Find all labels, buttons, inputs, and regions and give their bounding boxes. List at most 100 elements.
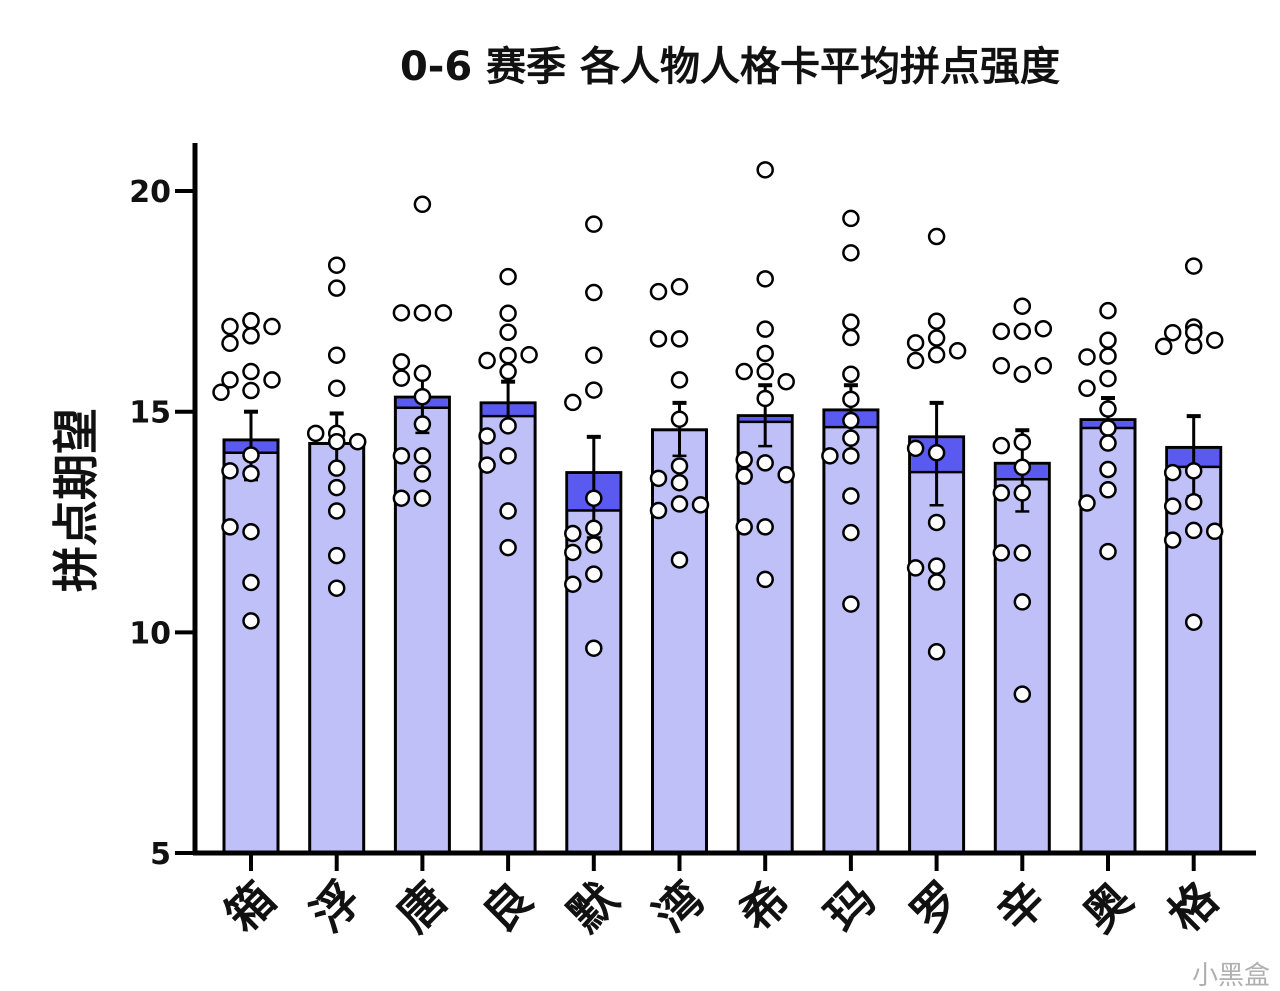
data-point (670, 495, 689, 513)
data-point (499, 538, 517, 557)
data-point (327, 256, 346, 274)
data-point (1013, 433, 1032, 451)
data-point (649, 501, 668, 520)
data-point (221, 334, 239, 353)
bar-group (1154, 257, 1224, 855)
bar-group (478, 267, 538, 855)
plot-area (212, 161, 1224, 855)
data-point (1184, 257, 1203, 275)
data-point (585, 536, 603, 554)
data-point (1034, 319, 1053, 338)
data-point (585, 639, 603, 657)
data-point (499, 417, 517, 435)
data-point (992, 484, 1011, 502)
data-point (392, 489, 411, 507)
data-point (413, 304, 432, 322)
data-point (242, 573, 260, 592)
data-point (306, 424, 325, 443)
x-tick-label: 箱 (215, 871, 286, 942)
x-tick-label: 格 (1158, 871, 1229, 942)
bar (1165, 445, 1223, 855)
data-point (263, 371, 281, 389)
bar-group (1078, 301, 1137, 855)
data-point (1099, 419, 1117, 437)
data-point (327, 502, 346, 520)
data-point (1099, 400, 1117, 418)
data-point (212, 383, 230, 402)
bar-group (906, 227, 967, 855)
data-point (1205, 522, 1224, 541)
bar (651, 428, 708, 855)
data-point (1013, 297, 1032, 315)
data-point (670, 457, 689, 475)
data-point (478, 456, 496, 474)
bar-group (392, 195, 453, 855)
data-point (1184, 462, 1203, 480)
data-point (1163, 497, 1182, 515)
data-point (670, 330, 689, 348)
data-point (842, 365, 860, 383)
x-tick-label: 默 (558, 871, 629, 942)
data-point (478, 427, 496, 445)
bar-group (306, 256, 367, 855)
data-point (842, 595, 860, 613)
y-tick-label: 20 (129, 175, 171, 210)
bar-group (564, 215, 623, 855)
x-tick-label: 浮 (301, 871, 372, 942)
data-point (1013, 322, 1032, 341)
data-point (499, 362, 517, 381)
chart-title: 0-6 赛季 各人物人格卡平均拼点强度 (400, 44, 1060, 90)
data-point (927, 443, 946, 462)
data-point (392, 304, 411, 322)
data-point (1078, 379, 1096, 398)
data-point (756, 518, 774, 536)
data-point (413, 415, 432, 433)
data-point (499, 304, 517, 323)
watermark: 小黑盒 (1192, 961, 1270, 991)
data-point (585, 489, 603, 507)
data-point (499, 346, 517, 365)
data-point (649, 469, 668, 488)
data-point (585, 381, 603, 399)
x-tick-label: 罗 (901, 871, 972, 942)
data-point (927, 312, 946, 330)
data-point (842, 390, 860, 409)
data-point (691, 496, 710, 514)
data-point (842, 244, 860, 262)
data-point (1099, 347, 1117, 365)
data-point (564, 524, 582, 543)
data-point (649, 282, 668, 301)
y-tick-label: 15 (129, 396, 171, 431)
data-point (242, 446, 260, 464)
data-point (927, 329, 946, 347)
bar-group (649, 278, 710, 855)
data-point (906, 334, 925, 352)
data-point (670, 371, 689, 389)
data-point (242, 312, 260, 330)
data-point (756, 570, 774, 589)
data-point (327, 459, 346, 477)
data-point (1184, 492, 1203, 511)
data-point (327, 379, 346, 398)
data-point (413, 447, 432, 465)
data-point (821, 447, 839, 465)
data-point (348, 432, 367, 451)
x-tick-label: 湾 (643, 871, 714, 942)
data-point (777, 466, 795, 484)
data-point (413, 465, 432, 483)
data-point (242, 464, 260, 483)
data-point (327, 478, 346, 497)
x-tick-label: 玛 (815, 871, 886, 942)
data-point (670, 551, 689, 569)
data-point (1013, 458, 1032, 477)
data-point (649, 330, 668, 348)
data-point (1099, 481, 1117, 499)
data-point (1078, 348, 1096, 366)
data-point (585, 283, 603, 302)
data-point (992, 436, 1011, 455)
bar (993, 461, 1051, 855)
data-point (499, 502, 517, 520)
data-point (242, 522, 260, 541)
data-point (992, 544, 1011, 562)
